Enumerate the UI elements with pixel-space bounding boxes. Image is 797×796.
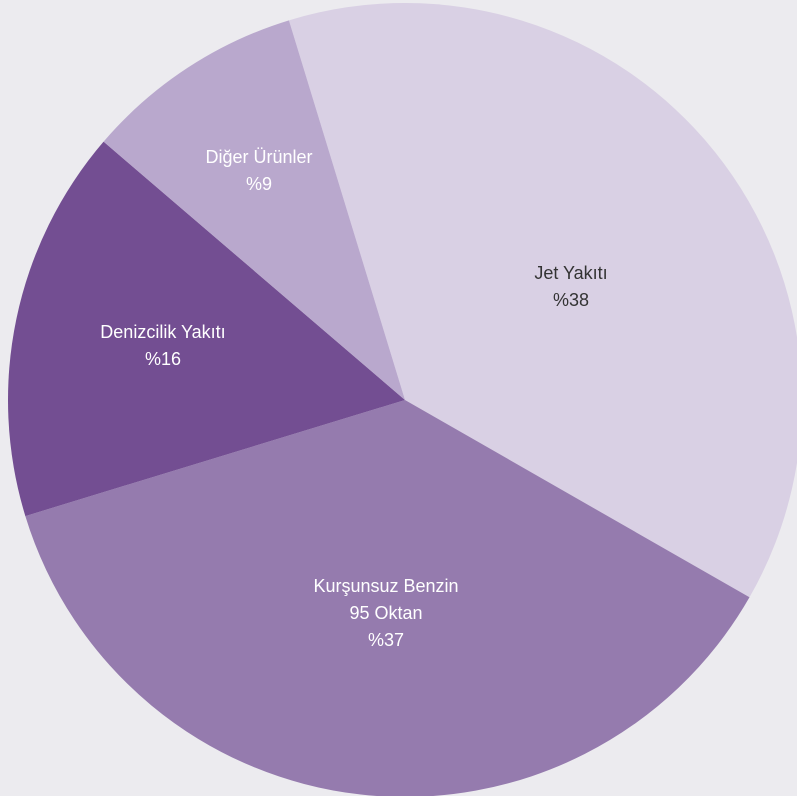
pie-slice-jet-yakiti <box>288 3 797 598</box>
pie-slice-denizcilik-yakiti <box>8 141 406 517</box>
slice-label-line: Denizcilik Yakıtı <box>100 322 225 342</box>
pie-labels: Jet Yakıtı %38 Kurşunsuz Benzin 95 Oktan %37… <box>100 147 607 650</box>
pie-slice-diger-urunler <box>103 20 406 400</box>
slice-label-line: Kurşunsuz Benzin <box>313 576 458 596</box>
slice-label-line: Diğer Ürünler <box>205 147 312 167</box>
slice-label-diger-urunler: Diğer Ürünler %9 <box>205 147 312 194</box>
slice-label-denizcilik-yakiti: Denizcilik Yakıtı %16 <box>100 322 225 369</box>
slice-label-line: %38 <box>553 290 589 310</box>
pie-slices <box>8 3 797 796</box>
slice-label-jet-yakiti: Jet Yakıtı %38 <box>534 263 607 310</box>
slice-label-line: 95 Oktan <box>349 603 422 623</box>
slice-label-line: %37 <box>368 630 404 650</box>
slice-label-line: %16 <box>145 349 181 369</box>
slice-label-line: Jet Yakıtı <box>534 263 607 283</box>
slice-label-kursunsuz-benzin-95-oktan: Kurşunsuz Benzin 95 Oktan %37 <box>313 576 458 650</box>
pie-slice-kursunsuz-benzin-95-oktan <box>25 400 750 796</box>
slice-label-line: %9 <box>246 174 272 194</box>
